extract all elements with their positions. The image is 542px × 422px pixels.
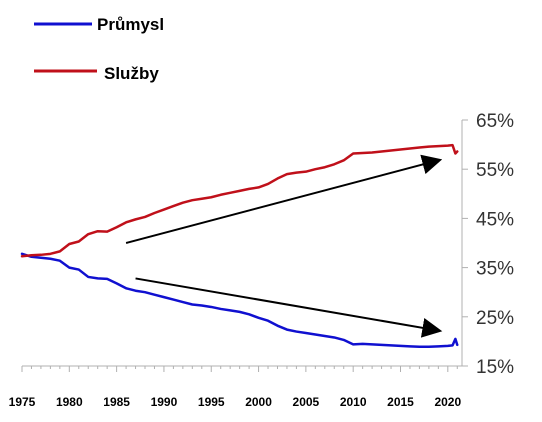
y-axis-ticks: 65% 55% 45% 35% 25% 15% bbox=[462, 111, 514, 378]
series-line-sluzby bbox=[20, 143, 459, 258]
legend-label-sluzby: Služby bbox=[104, 64, 159, 83]
downward-trend-arrow bbox=[135, 277, 443, 338]
legend-item-sluzby: Služby bbox=[34, 64, 159, 83]
plot-area: 65% 55% 45% 35% 25% 15% 1975 1980 1985 1990 1995 2… bbox=[9, 111, 514, 409]
y-tick-label: 65% bbox=[476, 111, 514, 132]
legend: Průmysl Služby bbox=[34, 15, 164, 83]
x-tick-label: 1980 bbox=[56, 395, 83, 409]
y-tick-label: 45% bbox=[476, 209, 514, 230]
annotation-layer bbox=[125, 154, 443, 338]
x-axis-ticks: 1975 1980 1985 1990 1995 2000 2005 2010 2015 2020 bbox=[9, 366, 461, 409]
legend-label-prumysl: Průmysl bbox=[97, 15, 164, 34]
x-tick-label: 2000 bbox=[245, 395, 272, 409]
series-layer bbox=[20, 143, 459, 349]
x-tick-label: 2010 bbox=[340, 395, 367, 409]
x-tick-label: 2015 bbox=[387, 395, 414, 409]
y-tick-label: 25% bbox=[476, 308, 514, 329]
y-tick-label: 35% bbox=[476, 259, 514, 280]
upward-trend-arrow bbox=[125, 154, 443, 244]
x-tick-label: 1975 bbox=[9, 395, 36, 409]
x-tick-label: 1995 bbox=[198, 395, 225, 409]
y-tick-label: 55% bbox=[476, 160, 514, 181]
y-tick-label: 15% bbox=[476, 357, 514, 378]
x-tick-label: 2005 bbox=[293, 395, 320, 409]
legend-item-prumysl: Průmysl bbox=[34, 15, 164, 34]
x-tick-label: 1990 bbox=[151, 395, 178, 409]
x-tick-label: 1985 bbox=[103, 395, 130, 409]
series-line-prumysl bbox=[20, 252, 459, 349]
x-tick-label: 2020 bbox=[434, 395, 461, 409]
